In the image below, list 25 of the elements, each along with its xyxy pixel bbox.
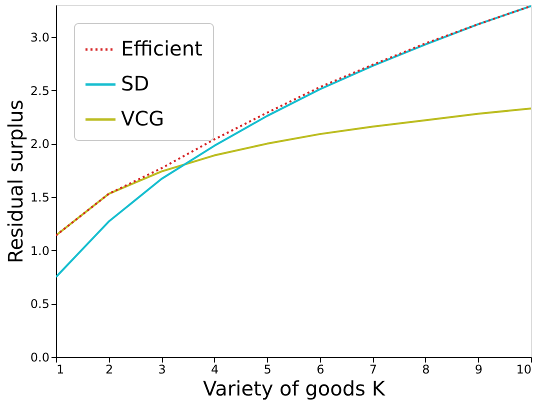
x-tick-label: 6 bbox=[316, 362, 324, 376]
x-tick-label: 4 bbox=[211, 362, 219, 376]
y-tick-label: 3.0 bbox=[30, 30, 50, 44]
x-tick-label: 3 bbox=[158, 362, 166, 376]
x-tick-label: 8 bbox=[422, 362, 430, 376]
line-series bbox=[56, 5, 531, 236]
x-tick-label: 1 bbox=[56, 362, 64, 376]
x-tick-label: 2 bbox=[105, 362, 114, 376]
x-tick-label: 9 bbox=[474, 362, 483, 376]
x-tick-label: 7 bbox=[369, 362, 377, 376]
y-tick-label: 2.5 bbox=[30, 84, 50, 98]
y-tick-label: 2.0 bbox=[30, 137, 50, 152]
legend-label: SD bbox=[121, 72, 150, 96]
y-tick-label: 0.0 bbox=[30, 350, 50, 364]
y-axis-title: Residual surplus bbox=[3, 100, 28, 264]
legend-label: VCG bbox=[121, 106, 164, 130]
y-tick-label: 0.5 bbox=[30, 297, 50, 312]
line-series bbox=[56, 107, 531, 236]
x-tick-label: 10 bbox=[516, 362, 532, 376]
x-tick-label: 5 bbox=[264, 362, 272, 376]
y-tick-label: 1.5 bbox=[30, 190, 50, 204]
line-series bbox=[56, 5, 531, 278]
x-axis-title: Variety of goods K bbox=[203, 376, 386, 400]
legend-label: Efficient bbox=[121, 36, 203, 60]
y-tick-label: 1.0 bbox=[30, 244, 50, 258]
